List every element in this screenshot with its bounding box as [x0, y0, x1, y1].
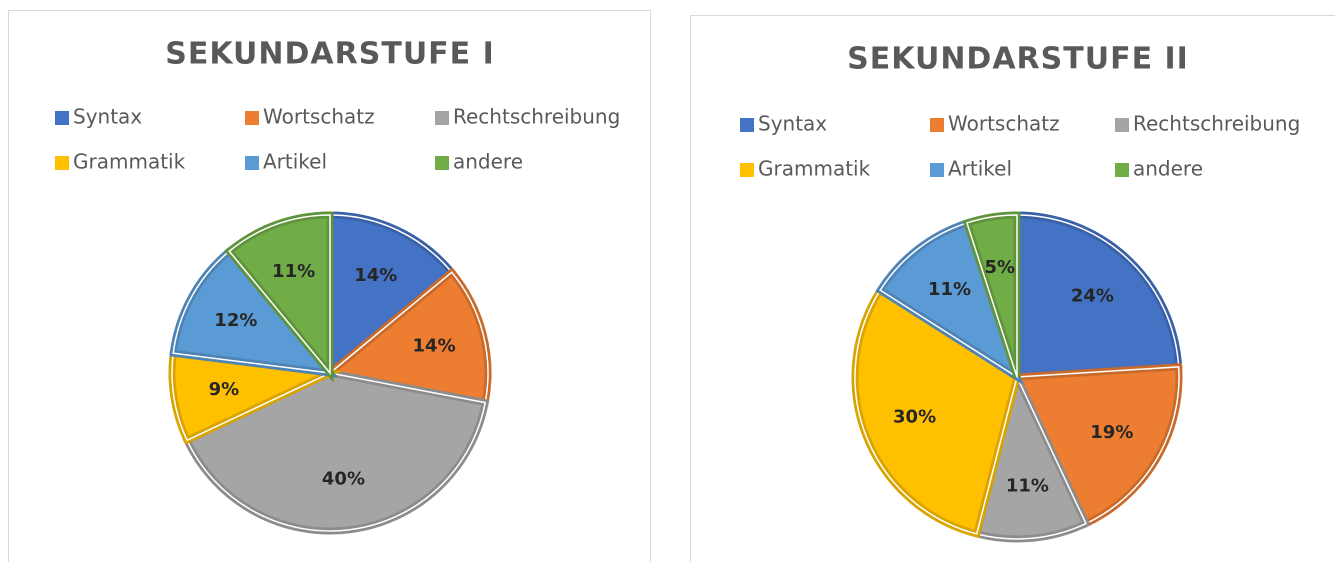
legend-swatch — [930, 118, 944, 132]
data-label: 24% — [1071, 286, 1114, 307]
data-label: 5% — [984, 257, 1015, 278]
legend-swatch — [55, 156, 69, 170]
legend-label: Syntax — [73, 105, 142, 129]
legend-swatch — [245, 111, 259, 125]
data-label: 11% — [928, 279, 971, 300]
data-label: 14% — [354, 265, 397, 286]
legend-swatch — [55, 111, 69, 125]
data-label: 40% — [322, 469, 365, 490]
slice-edge — [879, 221, 1019, 379]
legend-swatch — [740, 118, 754, 132]
legend-label: andere — [1133, 157, 1203, 181]
legend-label: Syntax — [758, 112, 827, 136]
chart-title: SEKUNDARSTUFE II — [847, 42, 1189, 77]
legend-label: Grammatik — [758, 157, 871, 181]
legend-swatch — [1115, 163, 1129, 177]
data-label: 19% — [1090, 422, 1133, 443]
legend-label: Wortschatz — [948, 112, 1060, 136]
slice-edge — [329, 214, 453, 375]
legend-label: Artikel — [948, 157, 1012, 181]
legend-swatch — [740, 163, 754, 177]
data-label: 11% — [1006, 476, 1049, 497]
slice-edge — [965, 214, 1018, 378]
data-label: 9% — [209, 379, 240, 400]
slice-edge — [172, 250, 332, 374]
legend-swatch — [930, 163, 944, 177]
data-label: 30% — [893, 407, 936, 428]
legend-label: Grammatik — [73, 150, 186, 174]
slice-edge — [186, 372, 487, 532]
slice-edge — [854, 289, 1018, 535]
slice-edge — [328, 271, 489, 404]
data-label: 14% — [413, 335, 456, 356]
legend-swatch — [245, 156, 259, 170]
legend-label: Artikel — [263, 150, 327, 174]
legend-swatch — [435, 111, 449, 125]
legend-swatch — [435, 156, 449, 170]
data-label: 11% — [272, 261, 315, 282]
slice-edge — [1015, 366, 1180, 525]
data-label: 12% — [214, 310, 257, 331]
slice-edge — [228, 214, 331, 376]
legend-label: Rechtschreibung — [453, 105, 620, 129]
legend-label: Wortschatz — [263, 105, 375, 129]
chart-title: SEKUNDARSTUFE I — [165, 37, 495, 72]
legend-label: Rechtschreibung — [1133, 112, 1300, 136]
legend-label: andere — [453, 150, 523, 174]
legend-swatch — [1115, 118, 1129, 132]
slice-edge — [1016, 214, 1180, 378]
slice-edge — [975, 374, 1087, 540]
